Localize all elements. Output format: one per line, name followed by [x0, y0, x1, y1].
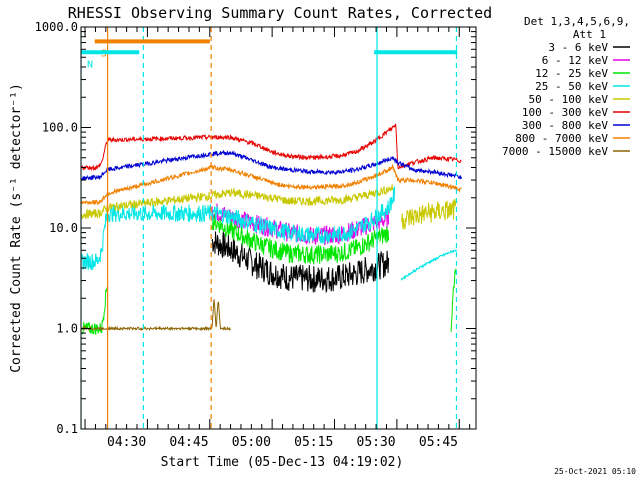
series-11 — [81, 149, 462, 181]
generation-timestamp: 25-Oct-2021 05:10 — [554, 467, 636, 476]
legend-entry-label: 6 - 12 keV — [542, 54, 609, 67]
series-4 — [81, 287, 108, 336]
series-9 — [400, 198, 458, 230]
series-6 — [81, 186, 396, 271]
legend-entry-label: 300 - 800 keV — [522, 119, 608, 132]
series-5 — [450, 268, 457, 332]
marker-layer: SN — [81, 27, 458, 429]
legend-entry-label: 50 - 100 keV — [529, 93, 609, 106]
y-tick-label: 0.1 — [56, 422, 78, 436]
y-tick-label: 100.0 — [42, 121, 78, 135]
y-tick-label: 1.0 — [56, 322, 78, 336]
series-1 — [211, 230, 390, 294]
plot-area: SN 0.11.010.0100.01000.004:3004:4505:000… — [35, 20, 477, 450]
legend-title-line: Att 1 — [573, 28, 606, 41]
series-8 — [81, 184, 394, 220]
series-12 — [81, 163, 462, 206]
legend-entry-label: 800 - 7000 keV — [515, 132, 608, 145]
annotation-label-2: N — [87, 59, 93, 70]
y-tick-label: 1000.0 — [35, 20, 78, 34]
axis-layer: 0.1 1.0 10.0 100.0 1000.0 04:30 04:45 05:00 05:1… — [35, 20, 476, 450]
x-tick-label: 05:00 — [232, 435, 271, 450]
x-tick-label: 05:15 — [294, 435, 333, 450]
legend-entry-label: 3 - 6 keV — [548, 41, 608, 54]
series-layer — [81, 123, 462, 336]
y-tick-label: 10.0 — [49, 221, 78, 235]
series-10 — [81, 123, 462, 172]
legend-title-line: Det 1,3,4,5,6,9, — [524, 15, 630, 28]
x-tick-label: 04:45 — [169, 435, 208, 450]
legend-entry-label: 25 - 50 keV — [535, 80, 608, 93]
x-tick-label: 05:30 — [357, 435, 396, 450]
legend-entry-label: 12 - 25 keV — [535, 67, 608, 80]
legend-entry-label: 7000 - 15000 keV — [502, 145, 608, 158]
y-axis-label: Corrected Count Rate (s⁻¹ detector⁻¹) — [9, 83, 24, 373]
x-tick-label: 05:45 — [419, 435, 458, 450]
chart-title: RHESSI Observing Summary Count Rates, Co… — [68, 4, 492, 22]
x-tick-label: 04:30 — [107, 435, 146, 450]
legend-entry-label: 100 - 300 keV — [522, 106, 608, 119]
x-axis-label: Start Time (05-Dec-13 04:19:02) — [161, 455, 404, 470]
series-13 — [81, 299, 231, 332]
series-7 — [400, 249, 458, 281]
